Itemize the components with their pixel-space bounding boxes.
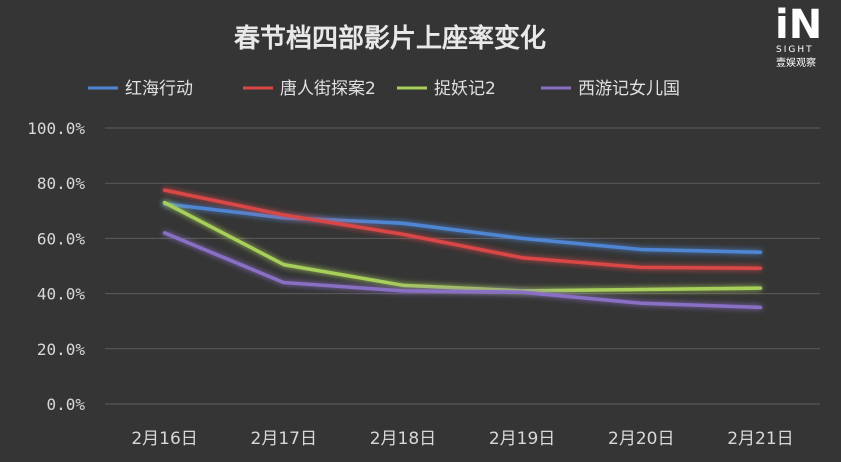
chart-title: 春节档四部影片上座率变化 bbox=[234, 23, 546, 54]
series-line bbox=[162, 202, 763, 254]
legend-label: 唐人街探案2 bbox=[280, 78, 376, 99]
y-tick-label: 40.0% bbox=[37, 285, 86, 304]
y-tick-label: 60.0% bbox=[37, 229, 86, 248]
logo-sub: SIGHT bbox=[776, 45, 814, 55]
legend-label: 捉妖记2 bbox=[434, 79, 496, 99]
legend-label: 红海行动 bbox=[125, 79, 193, 99]
legend-item: 捉妖记2 bbox=[397, 79, 496, 99]
x-tick-label: 2月21日 bbox=[727, 429, 793, 449]
series-line bbox=[162, 188, 763, 270]
y-tick-label: 20.0% bbox=[37, 340, 86, 359]
x-tick-label: 2月16日 bbox=[131, 429, 197, 449]
legend-label: 西游记女儿国 bbox=[578, 79, 680, 99]
series-line bbox=[162, 231, 763, 310]
x-tick-label: 2月17日 bbox=[251, 429, 317, 449]
logo-mark: iN bbox=[775, 2, 822, 48]
series-lines bbox=[162, 188, 763, 310]
chart-legend: 红海行动 唐人街探案2 捉妖记2 西游记女儿国 bbox=[88, 78, 680, 99]
logo-cn: 壹娱观察 bbox=[776, 56, 816, 69]
x-tick-label: 2月18日 bbox=[370, 429, 436, 449]
x-tick-label: 2月19日 bbox=[489, 429, 555, 449]
brand-logo: iN SIGHT 壹娱观察 bbox=[775, 2, 822, 69]
series-line bbox=[162, 200, 763, 293]
y-tick-label: 80.0% bbox=[37, 174, 86, 193]
y-tick-label: 100.0% bbox=[27, 119, 85, 138]
x-axis: 2月16日 2月17日 2月18日 2月19日 2月20日 2月21日 bbox=[131, 429, 793, 449]
legend-item: 唐人街探案2 bbox=[243, 78, 376, 99]
legend-item: 西游记女儿国 bbox=[541, 79, 680, 99]
y-tick-label: 0.0% bbox=[46, 395, 85, 414]
grid-lines bbox=[105, 127, 820, 405]
y-axis: 0.0% 20.0% 40.0% 60.0% 80.0% 100.0% bbox=[27, 119, 85, 414]
x-tick-label: 2月20日 bbox=[608, 429, 674, 449]
legend-item: 红海行动 bbox=[88, 79, 193, 99]
